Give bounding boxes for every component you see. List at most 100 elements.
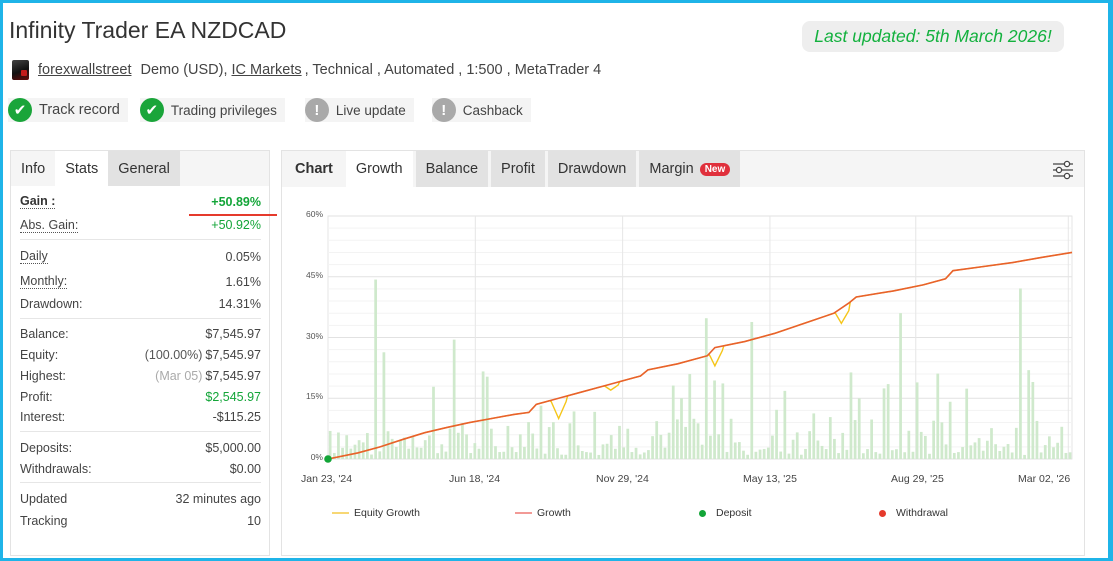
stat-value: $7,545.97	[205, 326, 261, 341]
stat-label[interactable]: Gain :	[20, 194, 56, 209]
stat-value: -$115.25	[212, 410, 261, 424]
legend-label: Growth	[537, 507, 571, 519]
stat-label: Deposits:	[20, 441, 73, 455]
equity-percent: (100.00%)	[144, 347, 203, 362]
sliders-icon[interactable]	[1052, 160, 1074, 180]
badge-track-record[interactable]: ✔ Track record	[8, 98, 128, 122]
y-tick: 0%	[310, 452, 323, 462]
divider	[20, 431, 261, 432]
divider	[20, 318, 261, 319]
stat-monthly: Monthly: 1.61%	[20, 269, 261, 294]
divider	[20, 482, 261, 483]
stat-deposits: Deposits: $5,000.00	[20, 432, 261, 459]
exclamation-icon: !	[431, 98, 456, 122]
stat-label: Interest:	[20, 410, 66, 424]
chart-header-label: Chart	[295, 161, 333, 177]
tab-balance[interactable]: Balance	[415, 151, 489, 187]
legend-dot-icon	[699, 509, 706, 517]
stat-value: 14.31%	[218, 297, 261, 311]
stat-equity: Equity: (100.00%) $7,545.97	[20, 344, 261, 365]
highest-date: (Mar 05)	[155, 368, 203, 383]
stat-gain: Gain : +50.89%	[20, 186, 261, 213]
y-tick: 15%	[305, 391, 323, 401]
badge-trading-privileges[interactable]: ✔ Trading privileges	[139, 98, 285, 122]
stat-interest: Interest: -$115.25	[20, 407, 261, 431]
stat-value: 0.05%	[225, 249, 261, 264]
stat-label: Withdrawals:	[20, 461, 92, 476]
stat-label: Profit:	[20, 389, 53, 404]
chart-panel: Chart Growth Balance Profit Drawdown Mar…	[281, 150, 1085, 556]
stat-tracking: Tracking 10	[20, 510, 261, 532]
stat-value-group: (100.00%) $7,545.97	[145, 348, 261, 362]
divider	[20, 239, 261, 240]
tab-profit[interactable]: Profit	[491, 151, 545, 187]
stat-balance: Balance: $7,545.97	[20, 319, 261, 344]
stat-label: Highest:	[20, 368, 66, 383]
stat-highest: Highest: (Mar 05) $7,545.97	[20, 365, 261, 386]
verification-badges: ✔ Track record ✔ Trading privileges ! Li…	[8, 98, 543, 122]
page-title: Infinity Trader EA NZDCAD	[9, 17, 287, 43]
y-tick: 60%	[305, 209, 323, 219]
new-badge: New	[699, 162, 731, 176]
growth-chart[interactable]	[282, 151, 1086, 557]
badge-live-update[interactable]: ! Live update	[304, 98, 414, 122]
avatar[interactable]	[12, 60, 29, 80]
x-tick: Mar 02, '26	[1018, 473, 1071, 485]
stat-value: $7,545.97	[205, 347, 261, 362]
page-frame: Infinity Trader EA NZDCAD Last updated: …	[3, 3, 1108, 558]
stat-value: +50.92%	[211, 218, 261, 232]
stat-value: +50.89%	[211, 194, 261, 209]
y-tick: 30%	[305, 331, 323, 341]
tab-info[interactable]: Info	[21, 160, 46, 177]
x-tick: Nov 29, '24	[596, 473, 649, 485]
legend-growth[interactable]: Growth	[515, 507, 571, 519]
tab-margin[interactable]: Margin New	[639, 151, 741, 187]
legend-line-icon	[332, 512, 349, 514]
system-meta: forexwallstreet Demo (USD), IC Markets ,…	[12, 60, 601, 80]
stat-value: 1.61%	[225, 274, 261, 289]
broker-link[interactable]: IC Markets	[231, 62, 302, 78]
legend-label: Withdrawal	[896, 507, 948, 519]
stat-value-group: (Mar 05) $7,545.97	[155, 369, 261, 383]
stats-panel: Info Stats General Gain : +50.89% Abs. G…	[10, 150, 270, 556]
badge-label: Trading privileges	[170, 102, 277, 118]
chart-tabs: Chart Growth Balance Profit Drawdown Mar…	[282, 151, 1084, 187]
x-tick: Aug 29, '25	[891, 473, 944, 485]
author-link[interactable]: forexwallstreet	[38, 62, 132, 78]
stat-value: $0.00	[229, 461, 261, 476]
y-tick: 45%	[305, 270, 323, 280]
stat-value: 32 minutes ago	[175, 492, 261, 506]
badge-cashback[interactable]: ! Cashback	[431, 98, 531, 122]
gain-highlight-underline	[189, 214, 277, 216]
tab-drawdown[interactable]: Drawdown	[547, 151, 637, 187]
stat-label[interactable]: Daily	[20, 249, 48, 264]
tab-margin-label: Margin	[649, 161, 694, 177]
tab-general[interactable]: General	[108, 151, 180, 186]
stat-value: $5,000.00	[205, 441, 261, 455]
badge-label: Track record	[39, 102, 120, 118]
check-icon: ✔	[8, 98, 32, 122]
system-details: , Technical , Automated , 1:500 , MetaTr…	[304, 62, 602, 78]
stat-label: Balance:	[20, 326, 69, 341]
stat-label: Equity:	[20, 347, 59, 362]
stats-tabs: Info Stats General	[11, 151, 269, 186]
x-tick: Jan 23, '24	[301, 473, 353, 485]
legend-withdrawal[interactable]: Withdrawal	[879, 507, 948, 519]
stat-value: $2,545.97	[205, 389, 261, 404]
stat-label[interactable]: Monthly:	[20, 274, 68, 289]
stat-value: $7,545.97	[205, 368, 261, 383]
badge-label: Cashback	[462, 102, 523, 118]
legend-equity-growth[interactable]: Equity Growth	[332, 507, 420, 519]
x-tick: Jun 18, '24	[449, 473, 501, 485]
last-updated-banner: Last updated: 5th March 2026!	[802, 21, 1064, 52]
stat-value: 10	[247, 514, 261, 528]
stat-label: Drawdown:	[20, 297, 83, 311]
legend-label: Equity Growth	[354, 507, 420, 519]
tab-stats[interactable]: Stats	[55, 151, 109, 186]
check-icon: ✔	[139, 98, 164, 122]
account-type: Demo (USD),	[140, 62, 228, 78]
stat-label: Tracking	[20, 514, 68, 528]
legend-deposit[interactable]: Deposit	[699, 507, 752, 519]
stat-label[interactable]: Abs. Gain:	[20, 217, 79, 233]
tab-growth[interactable]: Growth	[345, 151, 413, 187]
